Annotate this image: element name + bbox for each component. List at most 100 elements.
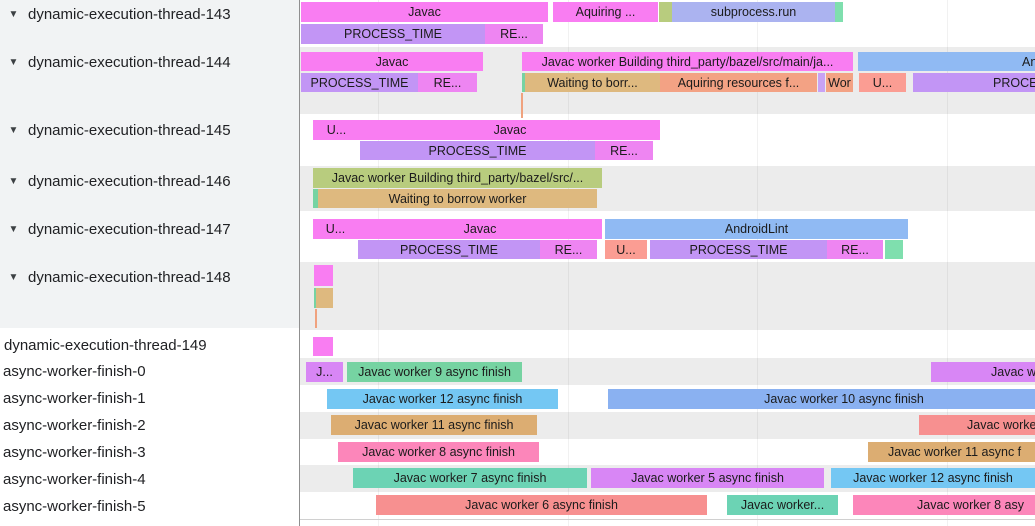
trace-event-bar[interactable]: PROCESS_TIME [360,141,595,160]
expander-triangle-icon[interactable]: ▼ [8,223,19,235]
trace-event-bar[interactable]: Javac worker 11 async f [868,442,1035,462]
trace-event-bar[interactable]: Javac worker 7 async finish [353,468,587,488]
trace-event-label: Javac worker 8 asy [917,498,1024,512]
trace-event-label: Aquiring ... [575,5,636,19]
trace-event-bar[interactable]: Javac worker Building third_party/bazel/… [313,168,602,188]
trace-event-bar[interactable]: RE... [540,240,597,259]
trace-event-bar[interactable] [522,73,525,92]
expander-triangle-icon[interactable]: ▼ [8,124,19,136]
trace-event-bar[interactable]: Javac worke [919,415,1035,435]
trace-event-bar[interactable]: Javac worker... [727,495,838,515]
trace-event-bar[interactable]: RE... [827,240,883,259]
trace-event-bar[interactable]: Javac worker 8 async finish [338,442,539,462]
trace-event-bar[interactable]: Javac worker 12 async finish [831,468,1035,488]
track-label-async-worker-finish-4[interactable]: async-worker-finish-4 [3,469,146,489]
trace-event-bar[interactable] [315,309,317,328]
trace-event-bar[interactable]: Javac worker 6 async finish [376,495,707,515]
trace-event-bar[interactable]: U... [313,120,360,140]
trace-event-label: RE... [841,242,869,257]
trace-event-bar[interactable] [659,2,672,22]
trace-event-bar[interactable]: PROCESS_TIME [650,240,827,259]
trace-event-label: Javac w [991,365,1035,379]
trace-event-bar[interactable]: AndroidLint [605,219,908,239]
track-label-async-worker-finish-1[interactable]: async-worker-finish-1 [3,388,146,408]
trace-event-bar[interactable] [818,73,825,92]
trace-event-bar[interactable] [316,288,333,308]
trace-event-bar[interactable]: Javac worker 12 async finish [327,389,558,409]
trace-event-bar[interactable]: Javac worker Building third_party/bazel/… [522,52,853,71]
track-label-async-worker-finish-0[interactable]: async-worker-finish-0 [3,361,146,381]
track-label-async-worker-finish-5[interactable]: async-worker-finish-5 [3,496,146,516]
trace-event-label: U... [616,242,636,257]
trace-event-bar[interactable] [521,93,523,118]
trace-event-bar[interactable]: Wor [826,73,853,92]
trace-event-label: Waiting to borrow worker [388,191,527,206]
trace-event-bar[interactable]: Javac [301,2,548,22]
trace-event-label: Javac worker 9 async finish [358,365,511,379]
trace-event-bar[interactable]: Waiting to borr... [525,73,660,92]
track-label-async-worker-finish-3[interactable]: async-worker-finish-3 [3,442,146,462]
trace-event-label: PROCESS_TIME [310,75,409,90]
trace-event-bar[interactable]: J... [306,362,343,382]
trace-event-bar[interactable]: Javac worker 11 async finish [331,415,537,435]
trace-event-bar[interactable]: RE... [595,141,653,160]
trace-event-label: subprocess.run [710,5,797,19]
track-label-dynamic-execution-thread-144[interactable]: ▼ dynamic-execution-thread-144 [8,52,231,72]
trace-event-bar[interactable]: U... [859,73,906,92]
expander-triangle-icon[interactable]: ▼ [8,175,19,187]
track-name-text: async-worker-finish-3 [3,443,146,461]
trace-event-bar[interactable]: Javac worker 8 asy [853,495,1035,515]
track-name-text: dynamic-execution-thread-148 [28,268,231,286]
expander-triangle-icon[interactable]: ▼ [8,271,19,283]
trace-event-label: An [1022,54,1035,69]
trace-event-bar[interactable]: Waiting to borrow worker [318,189,597,208]
trace-event-bar[interactable]: PROCESS_TIME [301,24,485,44]
trace-event-bar[interactable]: RE... [485,24,543,44]
trace-event-label: PROCESS_TIME [689,242,788,257]
trace-event-label: Javac worker 12 async finish [362,392,523,406]
track-name-text: dynamic-execution-thread-149 [4,336,207,354]
track-bottom-border [300,519,1035,520]
track-label-dynamic-execution-thread-146[interactable]: ▼ dynamic-execution-thread-146 [8,171,231,191]
track-label-dynamic-execution-thread-149[interactable]: dynamic-execution-thread-149 [4,335,207,355]
trace-event-bar[interactable] [313,337,333,356]
time-gridline [567,0,569,526]
trace-event-bar[interactable]: PROCESS_TIME [358,240,540,259]
trace-event-bar[interactable]: PROCESS_TIME [301,73,418,92]
expander-triangle-icon[interactable]: ▼ [8,8,19,20]
panel-divider [299,0,300,526]
trace-event-bar[interactable]: RE... [418,73,477,92]
trace-event-bar[interactable] [313,189,318,208]
track-label-dynamic-execution-thread-143[interactable]: ▼ dynamic-execution-thread-143 [8,4,231,24]
trace-event-bar[interactable]: Javac w [931,362,1035,382]
trace-event-label: U... [325,222,346,236]
trace-event-bar[interactable]: U... [313,219,358,239]
timeline-canvas[interactable]: Javac Aquiring ... subprocess.run PROCESS_T… [300,0,1035,526]
time-gridline [757,0,758,526]
trace-event-label: Javac worker 8 async finish [362,445,515,459]
trace-event-bar[interactable] [835,2,843,22]
trace-event-bar[interactable]: PROCE [913,73,1035,92]
trace-event-bar[interactable]: Javac [360,120,660,140]
trace-event-bar[interactable]: Aquiring resources f... [660,73,817,92]
trace-event-bar[interactable]: subprocess.run [672,2,835,22]
track-label-dynamic-execution-thread-147[interactable]: ▼ dynamic-execution-thread-147 [8,219,231,239]
trace-event-bar[interactable]: Javac worker 9 async finish [347,362,522,382]
trace-event-bar[interactable]: Javac worker 5 async finish [591,468,824,488]
trace-event-bar[interactable] [314,265,333,286]
trace-event-bar[interactable]: Javac [358,219,602,239]
trace-event-bar[interactable]: U... [605,240,647,259]
trace-event-label: Wor [828,75,851,90]
trace-event-label: Javac worker 10 async finish [764,392,924,406]
trace-event-bar[interactable]: Aquiring ... [553,2,658,22]
row-stripe [300,262,1035,330]
trace-event-bar[interactable] [314,288,316,308]
track-label-dynamic-execution-thread-145[interactable]: ▼ dynamic-execution-thread-145 [8,120,231,140]
track-label-dynamic-execution-thread-148[interactable]: ▼ dynamic-execution-thread-148 [8,267,231,287]
trace-event-bar[interactable] [885,240,903,259]
trace-event-bar[interactable]: Javac [301,52,483,71]
track-label-async-worker-finish-2[interactable]: async-worker-finish-2 [3,415,146,435]
expander-triangle-icon[interactable]: ▼ [8,56,19,68]
trace-event-bar[interactable]: An [858,52,1035,71]
trace-event-bar[interactable]: Javac worker 10 async finish [608,389,1035,409]
